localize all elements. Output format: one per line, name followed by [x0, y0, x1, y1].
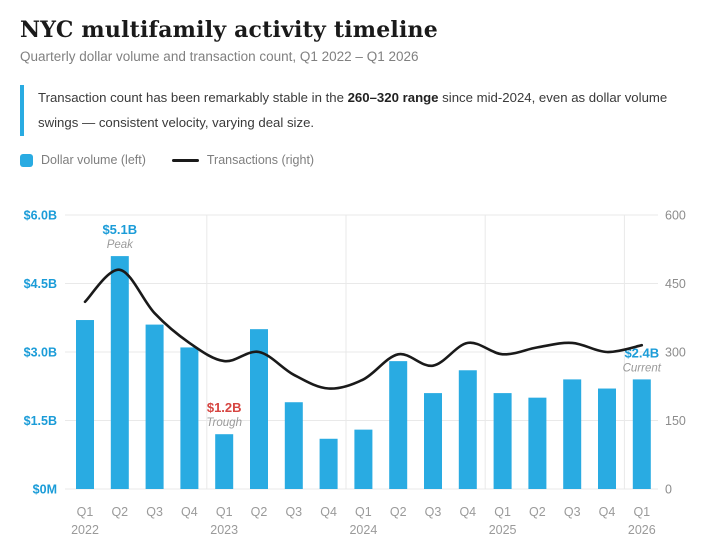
- left-axis-tick: $0M: [33, 483, 57, 497]
- x-axis-quarter-label: Q1: [633, 505, 650, 519]
- right-axis-tick: 0: [665, 483, 672, 497]
- legend-item-dollar-volume: Dollar volume (left): [20, 153, 146, 167]
- annotation-sub: Current: [623, 362, 662, 374]
- right-axis-tick: 300: [665, 346, 686, 360]
- annotation-value: $5.1B: [102, 222, 137, 237]
- x-axis-quarter-label: Q1: [77, 505, 94, 519]
- x-axis-year-label: 2022: [71, 523, 99, 537]
- dollar-volume-bar: [528, 397, 547, 489]
- legend-item-transactions: Transactions (right): [171, 153, 315, 168]
- dollar-volume-bar: [389, 361, 408, 489]
- chart-legend: Dollar volume (left) Transactions (right…: [20, 153, 693, 167]
- callout-text-pre: Transaction count has been remarkably st…: [38, 90, 348, 106]
- dollar-volume-bar: [319, 438, 338, 489]
- x-axis-quarter-label: Q2: [251, 505, 268, 519]
- x-axis-quarter-label: Q2: [390, 505, 407, 519]
- legend-label: Transactions (right): [206, 153, 315, 168]
- x-axis-quarter-label: Q3: [146, 505, 163, 519]
- line-swatch-icon: [171, 158, 199, 162]
- x-axis-quarter-label: Q2: [529, 505, 546, 519]
- chart-area: $5.1B Peak $1.2B Trough $2.4B Current $6.0B $4.…: [0, 200, 713, 549]
- page-title: NYC multifamily activity timeline: [20, 17, 438, 43]
- x-axis-quarter-label: Q1: [355, 505, 372, 519]
- right-axis-tick: 150: [665, 414, 686, 428]
- x-axis-quarter-label: Q2: [111, 505, 128, 519]
- x-axis-year-label: 2023: [210, 523, 238, 537]
- annotation-sub: Trough: [206, 417, 242, 429]
- x-axis-quarter-label: Q3: [564, 505, 581, 519]
- dollar-volume-bar: [284, 402, 303, 489]
- left-axis-tick: $1.5B: [24, 414, 57, 428]
- dollar-volume-bar: [250, 329, 268, 489]
- left-axis-tick: $3.0B: [24, 346, 57, 360]
- page-subtitle: Quarterly dollar volume and transaction …: [20, 49, 419, 65]
- dollar-volume-bar: [215, 434, 234, 489]
- x-axis-quarter-label: Q1: [216, 505, 233, 519]
- x-axis-quarter-label: Q4: [181, 505, 198, 519]
- annotation-value: $1.2B: [207, 400, 242, 415]
- left-axis-tick: $4.5B: [24, 277, 57, 291]
- x-axis-year-label: 2026: [628, 523, 656, 537]
- dollar-volume-bar: [458, 370, 477, 489]
- annotation-sub: Peak: [107, 239, 134, 251]
- dollar-volume-bar: [424, 393, 442, 489]
- dollar-volume-bar: [563, 379, 582, 489]
- x-axis-year-label: 2025: [489, 523, 517, 537]
- x-axis-quarter-label: Q3: [285, 505, 302, 519]
- x-axis-year-label: 2024: [349, 523, 377, 537]
- annotation-value: $2.4B: [624, 345, 659, 360]
- callout-text-bold: 260–320 range: [347, 90, 439, 106]
- transactions-line: [83, 268, 644, 390]
- x-axis-quarter-label: Q3: [425, 505, 442, 519]
- x-axis-quarter-label: Q4: [599, 505, 616, 519]
- dollar-volume-bar: [632, 379, 651, 489]
- x-axis-quarter-label: Q1: [494, 505, 511, 519]
- dollar-volume-bar: [598, 388, 616, 489]
- right-axis-tick: 450: [665, 277, 686, 291]
- dollar-volume-bar: [145, 324, 164, 489]
- right-axis-tick: 600: [665, 209, 686, 223]
- dollar-volume-bar: [180, 347, 199, 489]
- dollar-volume-bar: [354, 429, 373, 489]
- insight-callout: Transaction count has been remarkably st…: [20, 85, 692, 137]
- left-axis-tick: $6.0B: [24, 209, 57, 223]
- dollar-volume-bar: [76, 320, 94, 489]
- callout-text-post: since mid-2024, even as dollar volume sw…: [38, 90, 668, 130]
- activity-chart: $5.1B Peak $1.2B Trough $2.4B Current $6.0B $4.…: [24, 209, 686, 538]
- dollar-volume-bar: [493, 393, 512, 489]
- x-axis-quarter-label: Q4: [459, 505, 476, 519]
- dollar-volume-bar: [110, 256, 129, 489]
- x-axis-quarter-label: Q4: [320, 505, 337, 519]
- legend-label: Dollar volume (left): [41, 153, 146, 168]
- bar-swatch-icon: [20, 153, 33, 167]
